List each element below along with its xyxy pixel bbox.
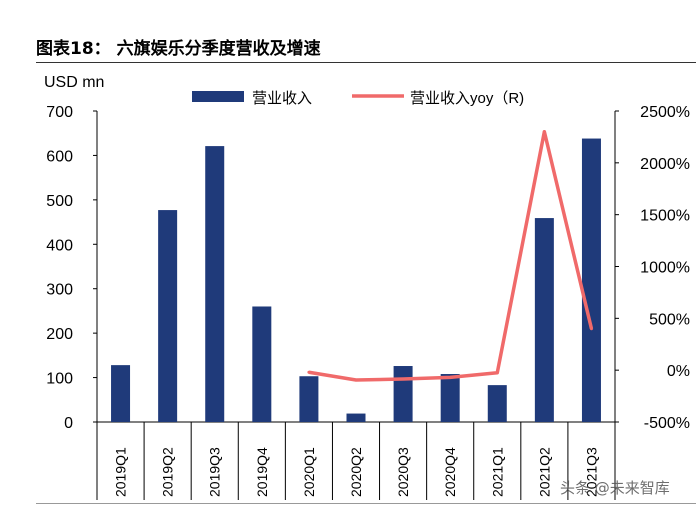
- x-tick-label: 2019Q2: [160, 447, 176, 497]
- x-tick-label: 2020Q4: [442, 447, 458, 497]
- x-tick-label: 2020Q3: [395, 447, 411, 497]
- watermark: 头条 @未来智库: [560, 479, 670, 497]
- revenue-bar: [440, 374, 460, 422]
- left-tick-label: 700: [46, 104, 73, 121]
- left-tick-label: 100: [46, 371, 73, 388]
- revenue-bar: [487, 385, 507, 422]
- right-tick-label: 1000%: [640, 260, 690, 277]
- yoy-point: [354, 378, 358, 382]
- bottom-divider: [36, 503, 696, 504]
- yoy-point: [495, 371, 499, 375]
- yoy-point: [307, 370, 311, 374]
- revenue-bar: [252, 306, 272, 422]
- x-tick-label: 2021Q2: [536, 447, 552, 497]
- revenue-bar: [346, 413, 366, 422]
- revenue-bar: [205, 146, 225, 422]
- yoy-point: [401, 377, 405, 381]
- left-tick-label: 200: [46, 326, 73, 343]
- x-tick-label: 2020Q2: [348, 447, 364, 497]
- yoy-point: [448, 375, 452, 379]
- revenue-bar: [534, 218, 554, 422]
- legend-label-bar: 营业收入: [252, 90, 312, 107]
- title-divider: [36, 62, 696, 63]
- left-axis-title: USD mn: [44, 74, 104, 91]
- x-tick-label: 2019Q4: [254, 447, 270, 497]
- x-tick-label: 2020Q1: [301, 447, 317, 497]
- right-tick-label: 1500%: [640, 208, 690, 225]
- revenue-bar: [158, 210, 178, 422]
- left-tick-label: 300: [46, 282, 73, 299]
- revenue-bar: [393, 366, 413, 422]
- right-tick-label: 0%: [667, 363, 690, 380]
- right-tick-label: 2500%: [640, 104, 690, 121]
- left-tick-label: 400: [46, 237, 73, 254]
- x-tick-label: 2019Q1: [113, 447, 129, 497]
- left-tick-label: 0: [64, 415, 73, 432]
- x-tick-label: 2021Q3: [583, 447, 599, 497]
- revenue-bar: [299, 376, 319, 422]
- x-tick-label: 2021Q1: [489, 447, 505, 497]
- revenue-bar: [581, 138, 601, 422]
- legend-label-line: 营业收入yoy（R): [410, 90, 524, 107]
- right-tick-label: -500%: [644, 415, 690, 432]
- right-tick-label: 500%: [649, 311, 690, 328]
- x-tick-label: 2019Q3: [207, 447, 223, 497]
- left-tick-label: 600: [46, 148, 73, 165]
- yoy-point: [589, 327, 593, 331]
- revenue-bar: [111, 365, 131, 422]
- yoy-point: [542, 130, 546, 134]
- legend-swatch-bar: [192, 91, 244, 102]
- figure-title: 图表18： 六旗娱乐分季度营收及增速: [36, 39, 321, 59]
- right-tick-label: 2000%: [640, 156, 690, 173]
- left-tick-label: 500: [46, 193, 73, 210]
